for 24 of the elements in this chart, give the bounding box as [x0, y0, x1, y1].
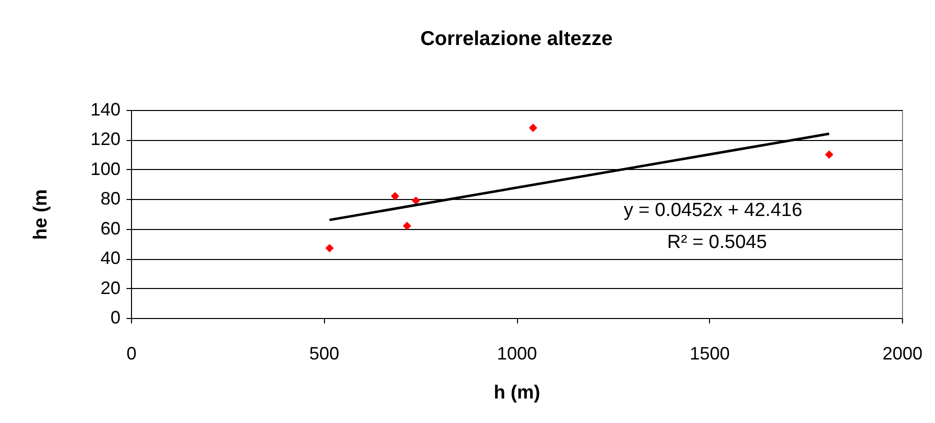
annotation: R² = 0.5045: [667, 232, 767, 253]
x-tick-label: 1000: [496, 344, 538, 364]
chart-title: Correlazione altezze: [420, 28, 613, 50]
y-tick-label: 20: [100, 278, 120, 298]
point: [412, 196, 420, 205]
y-tick-label: 40: [100, 248, 120, 268]
x-tick-label: 1500: [690, 344, 730, 364]
y-tick-label: 120: [90, 129, 120, 150]
point: [325, 244, 334, 252]
x-axis-title: h (m): [494, 382, 540, 404]
x-tick-label: 0: [126, 344, 137, 364]
point: [390, 192, 400, 200]
annotation: y = 0.0452x + 42.416: [624, 200, 802, 221]
point: [824, 150, 834, 159]
y-tick-label: 140: [90, 100, 120, 120]
y-axis-title: he (m: [30, 189, 52, 240]
x-tick-label: 2000: [882, 344, 923, 364]
y-tick-label: 0: [110, 308, 120, 328]
x-tick-label: 500: [309, 344, 340, 364]
point: [402, 222, 412, 230]
y-tick-label: 100: [90, 158, 120, 179]
point: [528, 124, 538, 132]
y-tick-label: 60: [100, 218, 120, 238]
y-tick-label: 80: [100, 188, 120, 209]
